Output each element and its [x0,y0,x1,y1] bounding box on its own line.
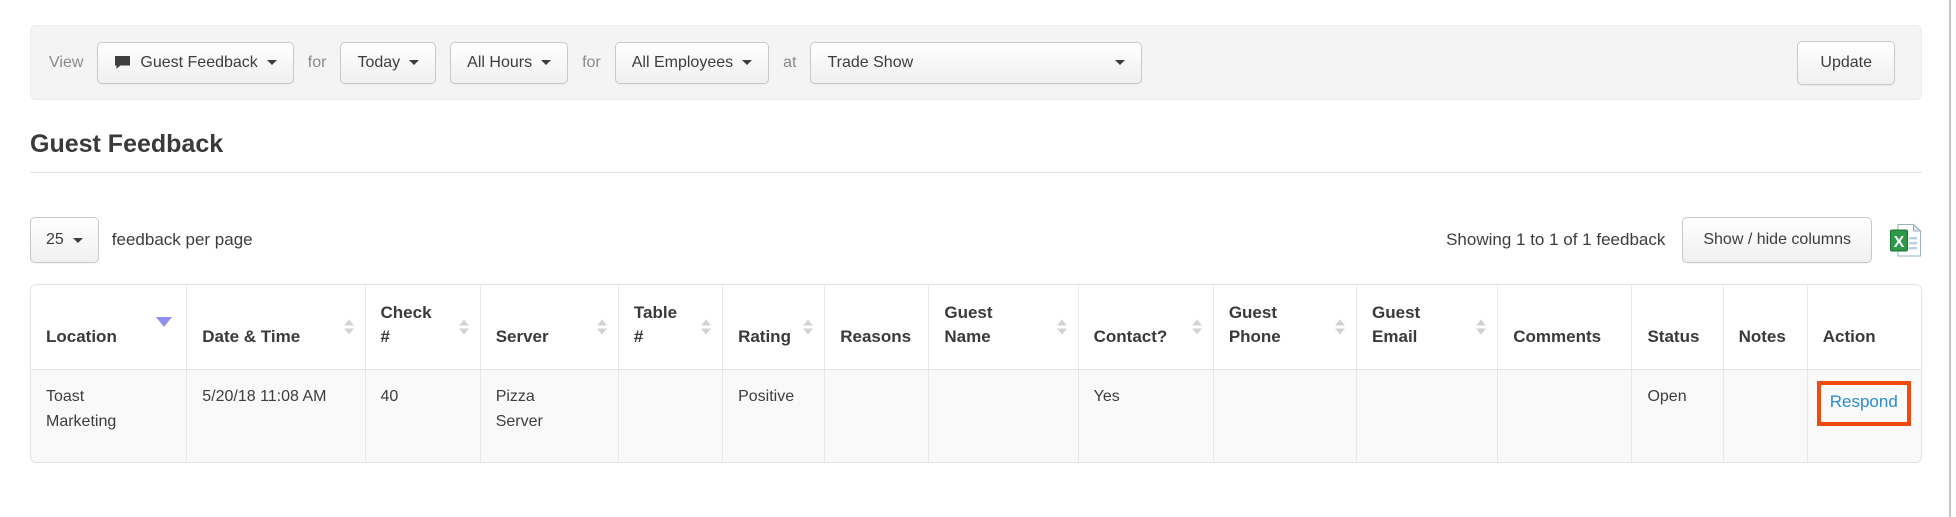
cell-server: Pizza Server [479,370,618,462]
date-range-label: Today [357,53,401,71]
at-label: at [783,53,797,71]
column-header-contact[interactable]: Contact? [1077,285,1213,370]
right-controls: Showing 1 to 1 of 1 feedback Show / hide… [1446,217,1922,263]
cell-date-time: 5/20/18 11:08 AM [186,370,365,462]
column-header-guest-email[interactable]: Guest Email [1356,285,1498,370]
sort-both-icon [596,319,607,335]
column-header-location[interactable]: Location [31,285,187,370]
svg-text:X: X [1894,234,1905,251]
column-header-reasons: Reasons [824,285,929,370]
cell-location: Toast Marketing [31,370,187,462]
cell-comments [1497,370,1632,462]
caret-down-icon [541,60,552,65]
column-header-check-num[interactable]: Check # [364,285,480,370]
sort-both-icon [1056,319,1067,335]
comment-bubble-icon [114,55,131,70]
cell-check-num: 40 [364,370,480,462]
report-type-label: Guest Feedback [140,53,258,71]
column-header-status: Status [1631,285,1723,370]
header-row: Location Date & Time Check # Server [31,285,1921,370]
cell-notes [1722,370,1807,462]
caret-down-icon [72,237,83,243]
view-label: View [49,53,84,71]
cell-contact: Yes [1077,370,1213,462]
table-row: Toast Marketing 5/20/18 11:08 AM 40 Pizz… [31,370,1921,462]
cell-guest-email [1356,370,1498,462]
sort-both-icon [1476,319,1487,335]
show-hide-columns-button[interactable]: Show / hide columns [1682,217,1872,263]
scrollbar[interactable] [1949,0,1951,517]
location-label: Trade Show [827,53,914,71]
report-type-select[interactable]: Guest Feedback [97,41,294,84]
sort-both-icon [803,319,814,335]
employees-label: All Employees [631,53,734,71]
cell-rating: Positive [722,370,825,462]
caret-down-icon [1115,60,1126,65]
employees-select[interactable]: All Employees [614,41,770,84]
cell-guest-name [928,370,1078,462]
column-header-guest-name[interactable]: Guest Name [928,285,1078,370]
per-page-select[interactable]: 25 [30,217,99,263]
per-page-value: 25 [46,231,64,248]
date-range-select[interactable]: Today [340,41,437,84]
feedback-table: Location Date & Time Check # Server [30,284,1922,463]
excel-export-icon[interactable]: X [1889,222,1922,258]
caret-down-icon [266,60,277,65]
title-divider [30,172,1922,173]
sort-both-icon [1191,319,1202,335]
caret-down-icon [409,60,420,65]
cell-action: Respond [1806,370,1921,462]
column-header-action: Action [1806,285,1921,370]
column-header-table-num[interactable]: Table # [617,285,723,370]
table-controls: 25 feedback per page Showing 1 to 1 of 1… [30,217,1922,263]
hours-label: All Hours [467,53,533,71]
sort-both-icon [1335,319,1346,335]
column-header-comments: Comments [1497,285,1632,370]
column-header-date-time[interactable]: Date & Time [186,285,365,370]
cell-reasons [824,370,929,462]
for-label-1: for [307,53,327,71]
location-select[interactable]: Trade Show [810,41,1143,84]
page-title: Guest Feedback [30,130,224,158]
annotation-highlight: Respond [1816,381,1911,426]
cell-status: Open [1631,370,1723,462]
per-page-label: feedback per page [111,230,253,249]
column-header-notes: Notes [1722,285,1807,370]
cell-guest-phone [1212,370,1357,462]
column-header-rating[interactable]: Rating [722,285,825,370]
sort-both-icon [458,319,469,335]
caret-down-icon [742,60,753,65]
update-button[interactable]: Update [1797,40,1895,85]
hours-select[interactable]: All Hours [450,41,569,84]
respond-link[interactable]: Respond [1829,392,1898,411]
sort-desc-icon [156,316,173,327]
showing-count: Showing 1 to 1 of 1 feedback [1446,230,1666,249]
sort-both-icon [343,319,354,335]
column-header-server[interactable]: Server [479,285,618,370]
filter-toolbar: View Guest Feedback for Today All Hours … [30,25,1922,100]
guest-feedback-page: View Guest Feedback for Today All Hours … [0,25,1956,463]
sort-both-icon [701,319,712,335]
column-header-guest-phone[interactable]: Guest Phone [1212,285,1357,370]
cell-table-num [617,370,723,462]
for-label-2: for [582,53,601,71]
